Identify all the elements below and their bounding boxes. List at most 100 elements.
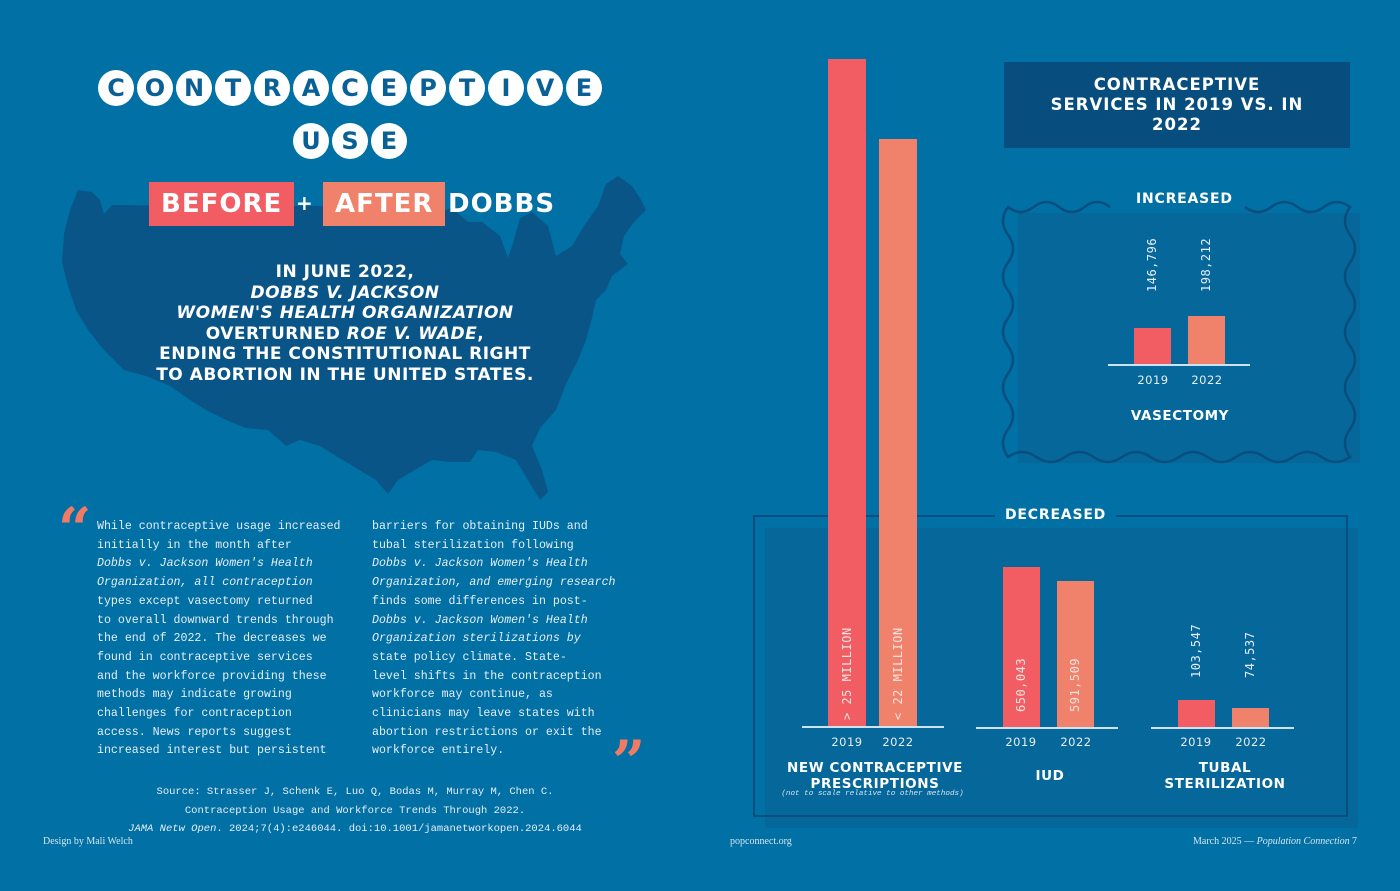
title-letter-circle: E (371, 123, 407, 159)
quote-line: abortion restrictions or exit the (372, 725, 602, 739)
intro-line: WOMEN'S HEALTH ORGANIZATION (176, 303, 514, 323)
quote-line: and the workforce providing these (97, 669, 327, 683)
issue-info: March 2025 — Population Connection (1193, 836, 1350, 847)
quote-line: clinicians may leave states with (372, 707, 595, 721)
x-label-prescriptions-2022: 2022 (882, 735, 914, 749)
x-label-prescriptions-2019: 2019 (831, 735, 863, 749)
scale-note: (not to scale relative to other methods) (781, 790, 964, 798)
increased-wavy-border (1001, 200, 1357, 464)
quote-line: state policy climate. State- (372, 650, 567, 664)
title-letter-circle: N (176, 70, 212, 106)
quote-line: methods may indicate growing (97, 688, 292, 702)
quote-line: the end of 2022. The decreases we (97, 632, 327, 646)
quote-line: workforce may continue, as (372, 688, 553, 702)
bar-tubal-2022 (1232, 708, 1269, 727)
quote-line: workforce entirely. (372, 744, 505, 758)
x-label-iud-2019: 2019 (1005, 735, 1037, 749)
x-label-vasectomy-2019: 2019 (1137, 373, 1169, 387)
page-number: 7 (1352, 836, 1357, 847)
x-label-iud-2022: 2022 (1060, 735, 1092, 749)
source-line: JAMA Netw Open. 2024;7(4):e246044. doi:1… (128, 823, 582, 835)
quote-line: Dobbs v. Jackson Women's Health (372, 613, 588, 627)
wavy-border-path (1001, 200, 1357, 464)
title-letter-circle: T (215, 70, 251, 106)
category-vasectomy: VASECTOMY (1130, 408, 1230, 424)
before-tag: BEFORE (149, 182, 295, 226)
quote-column-2: barriers for obtaining IUDs and tubal ste… (372, 518, 616, 761)
bar-iud-2022 (1057, 581, 1094, 727)
after-tag: AFTER (323, 182, 446, 226)
x-label-tubal-2019: 2019 (1180, 735, 1212, 749)
intro-line: OVERTURNED ROE V. WADE, (205, 323, 485, 344)
decreased-label: DECREASED (995, 507, 1117, 523)
title-letter-circle: P (410, 70, 446, 106)
baseline-prescriptions (802, 726, 944, 728)
quote-line: finds some differences in post- (372, 594, 588, 608)
baseline-vasectomy (1108, 364, 1250, 366)
increased-label: INCREASED (1126, 191, 1243, 207)
bar-prescriptions-2022 (879, 139, 917, 726)
quote-line: increased interest but persistent (97, 744, 327, 758)
title-letter-circle: C (98, 70, 134, 106)
quote-line: types except vasectomy returned (97, 594, 313, 608)
quote-line: challenges for contraception (97, 707, 292, 721)
bar-iud-2019 (1003, 567, 1040, 727)
category-tubal: TUBAL STERILIZATION (1164, 760, 1286, 792)
quote-line: While contraceptive usage increased (97, 520, 341, 533)
title-letter-circle: O (137, 70, 173, 106)
value-label-prescriptions-2022: < 22 MILLION (891, 627, 905, 720)
quote-line: Dobbs v. Jackson Women's Health (372, 557, 588, 571)
value-label-prescriptions-2019: > 25 MILLION (840, 627, 854, 720)
source-line: Contraception Usage and Workforce Trends… (184, 804, 526, 817)
bar-vasectomy-2019 (1134, 328, 1171, 364)
site-url[interactable]: popconnect.org (730, 836, 792, 847)
title-letter-circle: U (293, 123, 329, 159)
title-letter-circle: A (293, 70, 329, 106)
plus-sign: + (296, 191, 313, 215)
value-label-iud-2022: 591,509 (1068, 657, 1082, 712)
category-iud: IUD (1035, 768, 1065, 784)
intro-line: DOBBS V. JACKSON (250, 282, 440, 303)
baseline-tubal (1151, 727, 1294, 729)
quote-line: tubal sterilization following (372, 538, 574, 552)
source-citation: Source: Strasser J, Schenk E, Luo Q, Bod… (70, 783, 640, 839)
bar-vasectomy-2022 (1188, 316, 1225, 364)
title-letter-circle: E (371, 70, 407, 106)
quote-line: Dobbs v. Jackson Women's Health (97, 557, 313, 571)
quote-line: Organization sterilizations by (372, 632, 581, 646)
value-label-tubal-2022: 74,537 (1243, 631, 1257, 678)
title-letter-circle: E (566, 70, 602, 106)
value-label-vasectomy-2019: 146,796 (1145, 237, 1159, 292)
quote-line: initially in the month after (97, 538, 292, 552)
x-label-vasectomy-2022: 2022 (1191, 373, 1223, 387)
intro-line: ENDING THE CONSTITUTIONAL RIGHT (159, 344, 531, 364)
intro-statement: IN JUNE 2022, DOBBS V. JACKSON WOMEN'S H… (120, 262, 570, 385)
title-letter-circle: I (488, 70, 524, 106)
value-label-vasectomy-2022: 198,212 (1199, 237, 1213, 292)
quote-line: found in contraceptive services (97, 650, 313, 664)
x-label-tubal-2022: 2022 (1235, 735, 1267, 749)
baseline-iud (976, 727, 1118, 729)
open-quote-icon: “ (58, 495, 92, 563)
design-credit: Design by Mali Welch (43, 836, 133, 847)
quote-line: barriers for obtaining IUDs and (372, 520, 588, 533)
title-letter-circle: T (449, 70, 485, 106)
value-label-iud-2019: 650,043 (1014, 657, 1028, 712)
dobbs-label: DOBBS (448, 189, 556, 219)
chart-title-text: CONTRACEPTIVE SERVICES IN 2019 VS. IN 20… (1050, 75, 1304, 134)
title-letter-circle: C (332, 70, 368, 106)
quote-line: Organization, and emerging research (372, 576, 616, 590)
category-prescriptions: NEW CONTRACEPTIVE PRESCRIPTIONS (787, 760, 963, 792)
bar-prescriptions-2019 (828, 59, 866, 726)
us-map-illustration (62, 176, 646, 500)
title-letter-circle: R (254, 70, 290, 106)
title-letter-circle: S (332, 123, 368, 159)
title-letter-circle: V (527, 70, 563, 106)
quote-line: level shifts in the contraception (372, 669, 602, 683)
intro-line: IN JUNE 2022, (275, 262, 415, 282)
bar-tubal-2019 (1178, 700, 1215, 727)
value-label-tubal-2019: 103,547 (1189, 623, 1203, 678)
intro-line: TO ABORTION IN THE UNITED STATES. (156, 364, 534, 385)
